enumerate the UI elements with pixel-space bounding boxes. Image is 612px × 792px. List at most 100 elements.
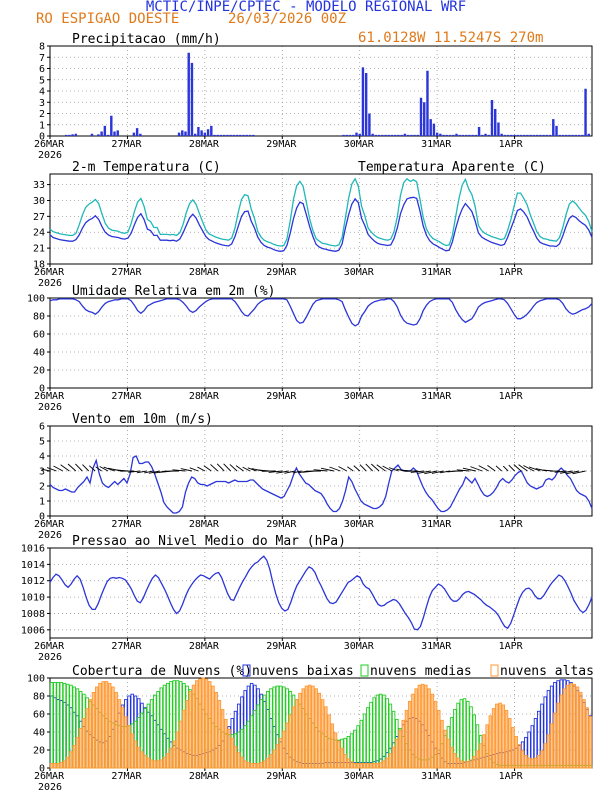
- precip-bar: [471, 134, 474, 136]
- wind-arrow: [320, 467, 335, 472]
- x-tick-label: 27MAR: [111, 641, 142, 652]
- cloud-bar-high: [407, 700, 412, 769]
- cloud-bar-high: [588, 716, 593, 769]
- cloud-bar-high: [314, 688, 318, 769]
- cloud-bar-mid: [149, 699, 154, 769]
- cloud-bar-high: [175, 731, 180, 769]
- cloud-bar-high: [217, 700, 222, 769]
- precip-bar: [503, 134, 507, 136]
- wind-arrow: [53, 465, 64, 472]
- cloud-bar-high: [582, 699, 586, 769]
- cloud-bar-high: [243, 760, 247, 769]
- cloud-bar-mid: [369, 701, 373, 769]
- cloud-bar-high: [240, 756, 244, 769]
- cloud-bar-high: [133, 740, 138, 769]
- cloud-bar-mid: [249, 715, 254, 769]
- cloud-bar-high: [382, 760, 386, 769]
- cloud-bar-mid: [153, 694, 157, 769]
- cloud-bar-high: [124, 716, 128, 769]
- x-tick-label: 1APR: [499, 267, 524, 278]
- precip-bar: [239, 134, 242, 136]
- cloud-bar-high: [417, 684, 422, 769]
- apparent-temperature-legend: Temperatura Aparente (C): [358, 160, 546, 175]
- y-tick-label: 100: [27, 674, 45, 685]
- cloud-bar-high: [559, 694, 564, 769]
- x-tick-label: 28MAR: [189, 641, 220, 652]
- cloud-bar-high: [224, 718, 228, 769]
- precip-bar: [181, 130, 184, 136]
- y-tick-label: 20: [33, 746, 45, 757]
- cloud-bar-high: [336, 740, 341, 769]
- precip-bar: [574, 134, 578, 136]
- wind-arrow: [382, 465, 393, 472]
- precip-bar: [390, 134, 394, 136]
- legend-swatch: [242, 664, 251, 677]
- precip-bar: [500, 133, 503, 136]
- x-tick-label: 31MAR: [421, 771, 452, 782]
- x-tick-label: 1APR: [499, 139, 524, 150]
- cloud-bar-high: [259, 762, 264, 769]
- precip-bar: [110, 115, 113, 136]
- precip-bar: [342, 134, 345, 136]
- y-tick-label: 3: [39, 467, 45, 478]
- precip-bar: [361, 67, 365, 136]
- cloud-bar-mid: [65, 683, 70, 769]
- precip-bar: [532, 134, 536, 136]
- temperature-line: [49, 196, 593, 252]
- cloud-bar-high: [572, 683, 577, 769]
- precip-bar: [445, 134, 449, 136]
- x-tick-label: 29MAR: [266, 139, 297, 150]
- precip-bar: [442, 134, 445, 136]
- cloud-bar-high: [169, 747, 173, 769]
- cloud-bar-high: [433, 700, 438, 769]
- cloud-bar-high: [562, 688, 567, 769]
- cloud-bar-high: [459, 760, 464, 769]
- x-tick-label: 1APR: [499, 391, 524, 402]
- wind-arrow: [554, 470, 567, 473]
- wind-arrow: [144, 470, 154, 474]
- cloud-bar-mid: [156, 691, 160, 769]
- cloud-bar-high: [288, 714, 293, 769]
- cloud-bar-high: [359, 763, 364, 769]
- wind-arrow: [478, 465, 489, 472]
- cloud-bar-high: [78, 727, 83, 769]
- cloud-bar-high: [566, 684, 570, 769]
- precip-bar: [187, 52, 190, 136]
- precip-bar: [542, 134, 545, 136]
- x-year-label: 2026: [38, 278, 62, 289]
- cloud-bar-high: [211, 685, 215, 769]
- y-tick-label: 3: [39, 98, 45, 109]
- precip-bar: [464, 134, 468, 136]
- cloud-bar-mid: [56, 682, 60, 769]
- precip-bar: [516, 134, 520, 136]
- wind-arrow: [572, 470, 586, 475]
- precip-bar: [568, 134, 571, 136]
- plot-frame: [49, 297, 593, 389]
- cloud-bar-high: [375, 763, 380, 769]
- x-tick-label: 28MAR: [189, 771, 220, 782]
- cloud-bar-mid: [262, 694, 267, 769]
- x-tick-label: 1APR: [499, 771, 524, 782]
- x-tick-label: 29MAR: [266, 519, 297, 530]
- precip-bar: [539, 134, 542, 136]
- wind-arrow: [495, 465, 502, 472]
- wind-arrow: [197, 466, 206, 472]
- wind-arrow: [523, 465, 535, 472]
- x-tick-label: 26MAR: [34, 267, 65, 278]
- cloud-bar-high: [556, 702, 560, 769]
- cloud-bar-high: [304, 685, 309, 769]
- cloud-bar-mid: [59, 682, 64, 769]
- precip-bar: [481, 134, 484, 136]
- cloud-bar-mid: [459, 699, 464, 769]
- cloud-bar-high: [69, 751, 73, 769]
- precip-bar: [510, 134, 513, 136]
- precip-bar: [526, 134, 529, 136]
- cloud-bar-high: [143, 754, 147, 769]
- cloud-bar-high: [91, 691, 96, 769]
- precip-bar: [423, 102, 426, 136]
- y-tick-label: 1008: [21, 609, 45, 620]
- cloud-bar-high: [104, 681, 109, 769]
- cloud-bar-high: [349, 761, 354, 769]
- precip-bar: [439, 133, 442, 136]
